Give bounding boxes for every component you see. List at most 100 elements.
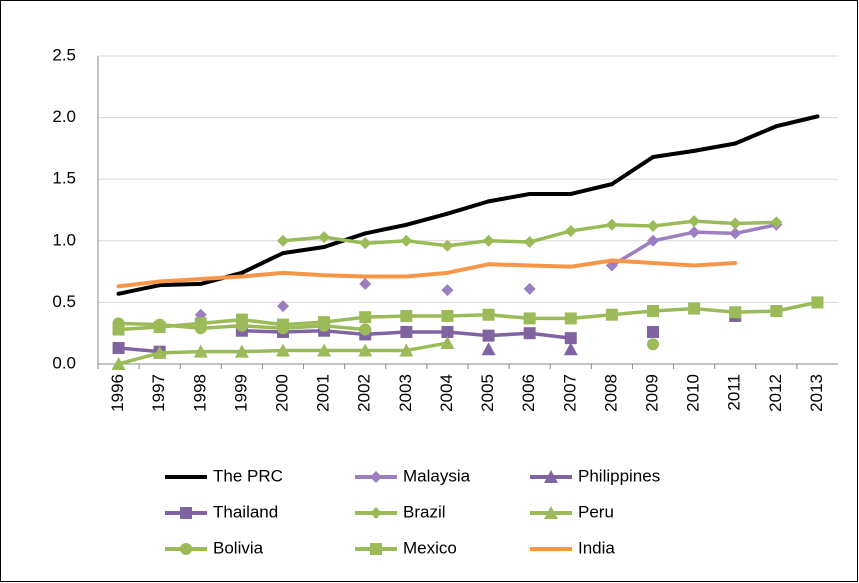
data-point (563, 342, 578, 356)
data-point (482, 329, 495, 342)
legend-label: Mexico (403, 538, 457, 557)
legend-label: Thailand (213, 502, 278, 521)
data-point (609, 182, 614, 187)
data-point (733, 260, 738, 265)
data-point (482, 308, 495, 321)
data-point (815, 114, 820, 119)
legend-item: Mexico (355, 538, 457, 557)
data-point (152, 345, 167, 359)
data-point (811, 296, 824, 309)
data-point (194, 317, 207, 330)
data-point (523, 327, 536, 340)
y-tick-label: 2.0 (52, 107, 76, 126)
data-point (647, 234, 659, 247)
legend-item: Malaysia (355, 466, 471, 485)
series-line (118, 300, 818, 332)
data-point (193, 344, 208, 358)
data-point (445, 270, 450, 275)
data-point (564, 224, 577, 237)
legend-label: Malaysia (403, 466, 471, 485)
data-point (234, 344, 249, 358)
data-point (688, 215, 701, 228)
y-tick-label: 0.5 (52, 292, 76, 311)
marker (544, 470, 558, 483)
data-point (605, 308, 618, 321)
data-point (729, 227, 742, 240)
data-point (153, 321, 166, 334)
series-line (118, 114, 818, 296)
data-point (647, 305, 659, 318)
data-point (358, 343, 373, 357)
y-tick-label: 1.5 (52, 169, 76, 188)
data-point (157, 283, 162, 288)
x-tick-label: 2000 (272, 374, 291, 412)
data-point (400, 234, 413, 247)
x-tick-label: 1997 (149, 374, 168, 412)
marker (370, 507, 382, 519)
data-point (198, 276, 203, 281)
data-point (198, 281, 203, 286)
marker (180, 543, 192, 555)
series-line (118, 258, 736, 289)
data-point (523, 236, 536, 249)
marker (544, 506, 558, 519)
x-tick-label: 2007 (560, 374, 579, 412)
data-point (359, 323, 372, 336)
data-point (647, 338, 659, 351)
data-point (277, 300, 289, 313)
legend-item: Thailand (165, 502, 278, 521)
data-point (692, 263, 697, 268)
data-point (359, 277, 372, 290)
data-point (281, 270, 285, 275)
x-tick-label: 2004 (437, 374, 456, 412)
x-tick-label: 2012 (766, 374, 785, 412)
data-point (651, 260, 655, 265)
data-point (239, 270, 244, 275)
data-point (486, 199, 491, 204)
data-point (605, 218, 618, 231)
data-point (400, 325, 413, 338)
data-point (481, 342, 496, 356)
legend-item: Bolivia (165, 538, 264, 557)
data-point (363, 274, 368, 279)
data-point (523, 282, 536, 295)
data-point (729, 217, 742, 230)
data-point (523, 312, 536, 325)
data-point (692, 148, 697, 153)
legend-item: Brazil (355, 502, 446, 521)
legend-label: The PRC (213, 466, 283, 485)
data-point (733, 141, 738, 146)
data-point (647, 220, 659, 233)
data-point (527, 263, 532, 268)
data-point (112, 323, 125, 336)
data-point (770, 305, 783, 318)
data-point (568, 264, 573, 269)
x-tick-label: 1996 (108, 374, 127, 412)
x-tick-label: 2010 (684, 374, 703, 412)
data-point (318, 316, 331, 329)
x-tick-label: 2002 (355, 374, 374, 412)
data-point (112, 341, 125, 354)
data-point (647, 325, 659, 338)
marker (180, 507, 192, 519)
data-point (239, 274, 244, 279)
legend-item: Peru (530, 502, 614, 521)
y-tick-label: 1.0 (52, 230, 76, 249)
x-tick-label: 1998 (190, 374, 209, 412)
data-point (404, 222, 409, 227)
data-point (363, 231, 368, 236)
data-point (116, 284, 121, 289)
marker (370, 471, 382, 483)
data-point (322, 273, 327, 278)
data-point (281, 251, 285, 256)
data-point (277, 318, 289, 331)
data-point (651, 155, 655, 160)
x-tick-label: 2003 (396, 374, 415, 412)
data-point (486, 262, 491, 267)
data-point (276, 343, 290, 357)
legend-label: Peru (578, 502, 614, 521)
legend-item: The PRC (165, 466, 283, 485)
